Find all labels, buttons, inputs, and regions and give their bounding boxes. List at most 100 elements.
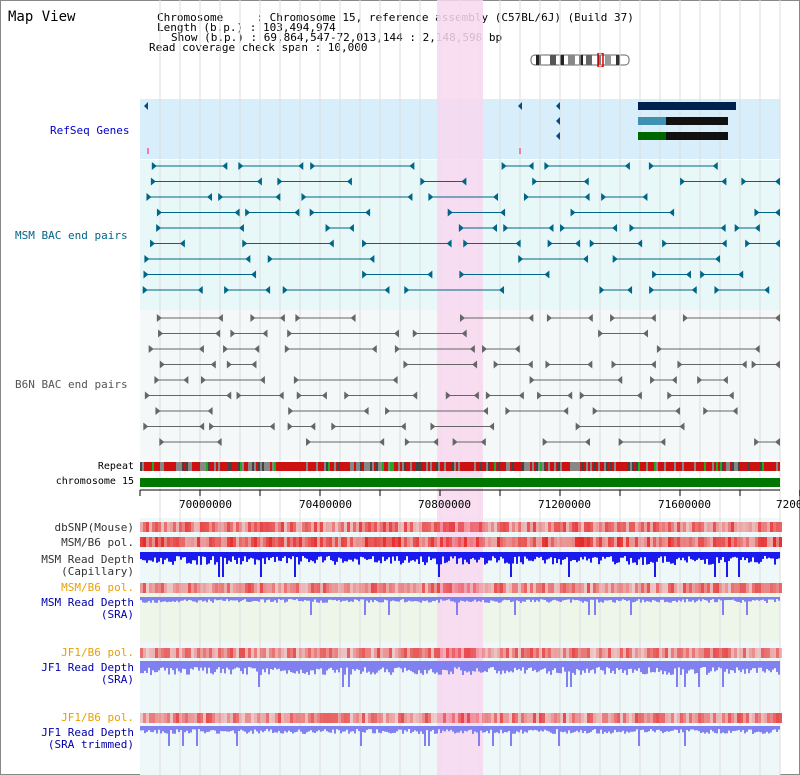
heat-cell [164,713,167,723]
depth-bar [332,661,334,671]
msm-b6-pol-sra-label[interactable]: MSM/B6 pol. [61,581,134,594]
depth-bar [748,661,750,674]
depth-bar [290,726,292,733]
heat-cell [548,522,551,532]
bac-end [485,391,491,400]
heat-cell [530,583,533,593]
repeat-mark [632,462,634,471]
repeat-mark [158,462,160,471]
depth-bar [758,552,760,564]
refseq-track-label[interactable]: RefSeq Genes [50,124,130,137]
bac-end [288,407,294,415]
heat-cell [164,537,167,547]
depth-bar [218,726,220,734]
heat-cell [464,648,467,658]
heat-cell [410,583,413,593]
depth-bar [598,597,600,603]
repeat-mark [566,462,568,471]
bac-end [362,239,368,248]
depth-bar [374,661,376,675]
heat-cell [218,713,221,723]
depth-bar [556,661,558,673]
gene-block [666,132,728,140]
depth-bar [514,726,516,734]
msm-read-depth-sra-label[interactable]: MSM Read Depth [41,596,134,609]
heat-cell [308,583,311,593]
heat-cell [779,713,782,723]
depth-bar [550,726,552,733]
depth-bar [418,597,420,602]
depth-bar [568,597,570,600]
heat-cell [752,583,755,593]
heat-cell [179,713,182,723]
jf1-read-depth-label[interactable]: JF1 Read Depth [41,661,134,674]
depth-bar [402,661,404,673]
depth-bar [736,552,738,558]
heat-cell [251,522,254,532]
heat-cell [470,522,473,532]
depth-bar [710,726,712,730]
heat-cell [500,522,503,532]
depth-bar [418,552,420,564]
bac-end [734,224,740,232]
depth-bar [310,597,312,615]
jf1-read-depth-trimmed-label[interactable]: JF1 Read Depth [41,726,134,739]
heat-cell [578,648,581,658]
repeat-mark [170,462,172,471]
repeat-mark [400,462,402,471]
depth-bar [254,552,256,565]
depth-bar [488,597,490,603]
msm-bac-track-label[interactable]: MSM BAC end pairs [15,229,128,242]
depth-bar [316,552,318,560]
dbsnp-label[interactable]: dbSNP(Mouse) [54,521,134,534]
heat-cell [302,583,305,593]
heat-cell [383,522,386,532]
heat-cell [305,583,308,593]
depth-bar [298,726,300,730]
repeat-mark [412,462,414,471]
heat-cell [755,522,758,532]
depth-bar [584,726,586,731]
msm-b6-pol-label[interactable]: MSM/B6 pol. [61,536,134,549]
heat-cell [737,583,740,593]
depth-bar [458,661,460,668]
bac-end [210,360,216,369]
depth-bar [290,597,292,600]
heat-cell [539,583,542,593]
repeat-mark [526,462,528,471]
jf1-b6-pol-trimmed-label[interactable]: JF1/B6 pol. [61,711,134,724]
heat-cell [464,522,467,532]
heat-cell [272,648,275,658]
heat-cell [221,648,224,658]
heat-cell [440,522,443,532]
depth-bar [586,661,588,669]
depth-bar [562,597,564,601]
heat-cell [467,522,470,532]
bac-end [612,255,618,263]
heat-cell [302,648,305,658]
depth-bar [520,726,522,730]
depth-bar [610,726,612,734]
depth-bar [746,552,748,559]
heat-cell [185,583,188,593]
heat-cell [770,648,773,658]
depth-bar [338,597,340,601]
bac-end [583,177,589,186]
depth-bar [154,661,156,673]
bac-end [287,422,293,431]
depth-bar [488,552,490,561]
b6n-bac-track-label[interactable]: B6N BAC end pairs [15,378,128,391]
depth-bar [368,661,370,672]
depth-bar [612,552,614,562]
heat-cell [245,713,248,723]
repeat-mark [480,462,482,471]
bac-end [384,286,390,294]
msm-read-depth-label[interactable]: MSM Read Depth [41,553,134,566]
depth-bar [274,726,276,733]
bac-end [669,208,675,217]
depth-bar [618,552,620,563]
heat-cell [698,537,701,547]
depth-bar [176,552,178,557]
jf1-b6-pol-label[interactable]: JF1/B6 pol. [61,646,134,659]
